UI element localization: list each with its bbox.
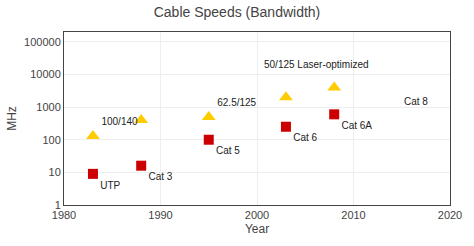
svg-text:2010: 2010: [341, 209, 365, 221]
svg-text:100: 100: [42, 134, 60, 146]
svg-text:100000: 100000: [24, 36, 61, 48]
svg-text:Year: Year: [245, 222, 269, 236]
svg-text:1990: 1990: [148, 209, 172, 221]
svg-text:1: 1: [55, 199, 61, 211]
svg-text:100/140: 100/140: [101, 116, 138, 127]
svg-text:62.5/125: 62.5/125: [217, 97, 256, 108]
svg-text:1980: 1980: [52, 209, 76, 221]
svg-text:Cat 3: Cat 3: [148, 171, 172, 182]
svg-text:Cat 6: Cat 6: [293, 132, 317, 143]
svg-text:2000: 2000: [245, 209, 269, 221]
svg-text:50/125 Laser-optimized: 50/125 Laser-optimized: [264, 59, 369, 70]
svg-text:1000: 1000: [36, 101, 60, 113]
svg-text:Cable Speeds (Bandwidth): Cable Speeds (Bandwidth): [154, 4, 321, 20]
svg-text:UTP: UTP: [100, 180, 120, 191]
svg-text:Cat 6A: Cat 6A: [341, 120, 372, 131]
svg-text:10000: 10000: [30, 68, 61, 80]
svg-text:MHz: MHz: [5, 106, 19, 131]
svg-text:10: 10: [49, 166, 61, 178]
svg-text:Cat 8: Cat 8: [404, 96, 428, 107]
svg-text:Cat 5: Cat 5: [216, 145, 240, 156]
svg-text:2020: 2020: [438, 209, 462, 221]
